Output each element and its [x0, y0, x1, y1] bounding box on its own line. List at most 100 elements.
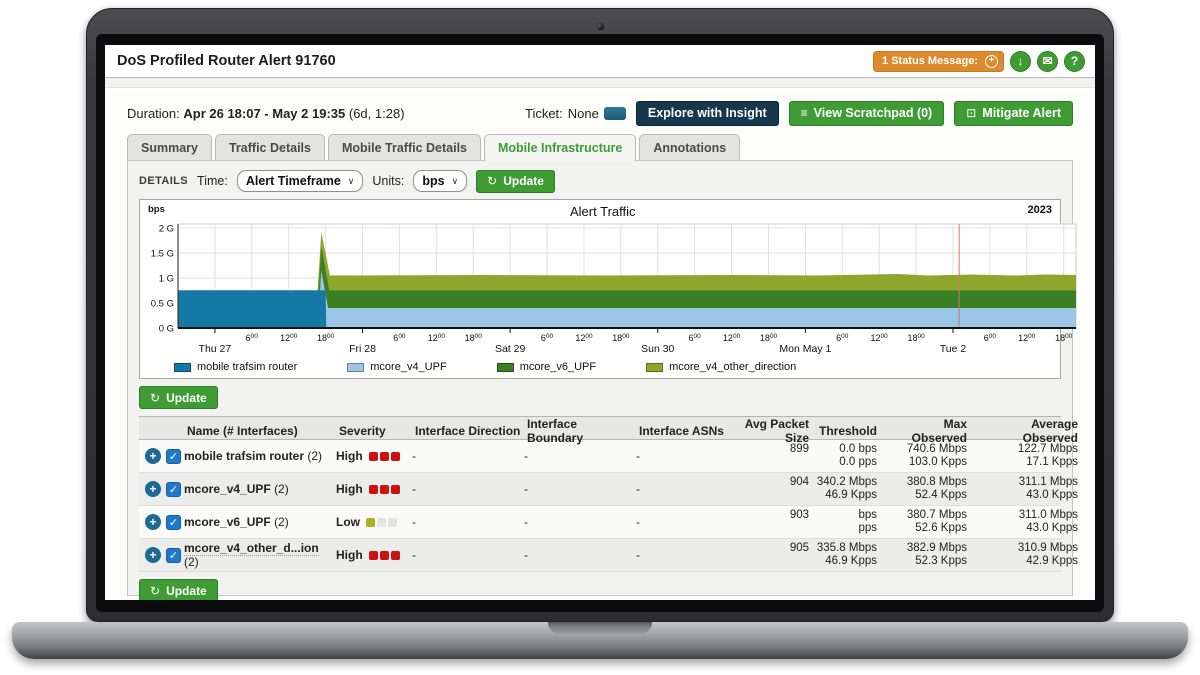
interface-count: (2) [274, 515, 289, 529]
severity-dot [379, 550, 389, 560]
interface-name[interactable]: mcore_v6_UPF [184, 515, 271, 529]
tab-panel: DETAILS Time: Alert Timeframe ∨ Units: b… [127, 160, 1078, 600]
column-header: Severity [339, 424, 386, 438]
row-checkbox[interactable]: ✓ [166, 448, 181, 464]
update-button-middle[interactable]: ↻ Update [139, 386, 218, 409]
interface-name[interactable]: mcore_v4_UPF [184, 482, 271, 496]
laptop-base-notch [548, 622, 652, 634]
direction-cell: - [412, 482, 416, 496]
severity-dot [377, 517, 386, 527]
average-observed-cell-line: 43.0 Kpps [1026, 522, 1078, 534]
page-body: Duration: Apr 26 18:07 - May 2 19:35 (6d… [105, 89, 1095, 600]
severity-dot [379, 451, 389, 461]
ticket-value: None [567, 105, 599, 121]
list-icon: ≡ [800, 106, 808, 120]
y-tick-label: 2 G [159, 224, 174, 235]
threshold-cell: bps pps [816, 509, 884, 535]
view-scratchpad-button[interactable]: ≡ View Scratchpad (0) [788, 100, 945, 126]
tab-summary[interactable]: Summary [127, 134, 212, 160]
asns-cell: - [636, 548, 640, 562]
threshold-cell-line: bps [858, 509, 877, 521]
email-button[interactable]: ✉ [1037, 50, 1058, 72]
max-observed-cell: 740.6 Mbps 103.0 Kpps [884, 443, 974, 469]
severity-label: High [336, 548, 363, 562]
legend-swatch-icon [174, 362, 191, 372]
max-observed-cell-line: 740.6 Mbps [906, 443, 967, 455]
area-series-mobile-trafsim-router [178, 290, 327, 328]
column-header: Threshold [819, 424, 878, 438]
update-button-bottom[interactable]: ↻ Update [139, 579, 218, 600]
chart-year-label: 2023 [1027, 204, 1052, 216]
ticket-edit-icon[interactable] [603, 106, 626, 120]
severity-dots-icon [368, 484, 400, 494]
average-observed-cell: 310.9 Mbps 42.9 Kpps [974, 542, 1085, 568]
duration-text: Duration: Apr 26 18:07 - May 2 19:35 (6d… [127, 106, 405, 121]
row-checkbox[interactable]: ✓ [166, 481, 181, 497]
interface-name[interactable]: mcore_v4_other_d...ion [184, 541, 319, 556]
severity-dot [368, 550, 378, 560]
plus-icon[interactable]: + [985, 54, 998, 68]
chart-legend: mobile trafsim router mcore_v4_UPF mcore_v… [144, 359, 1056, 376]
page-title: DoS Profiled Router Alert 91760 [117, 53, 336, 69]
column-header: Average Observed [1022, 417, 1078, 445]
severity-cell: High [336, 548, 412, 562]
expand-row-button[interactable]: + [145, 547, 161, 563]
legend-swatch-icon [496, 362, 514, 372]
y-tick-label: 1.5 G [151, 249, 174, 260]
refresh-icon: ↻ [487, 174, 498, 188]
avg-packet-size-cell: 904 [734, 476, 816, 502]
legend-label: mobile trafsim router [197, 361, 298, 373]
severity-dot [390, 451, 400, 461]
tab-annotations[interactable]: Annotations [639, 134, 741, 160]
y-axis-unit-label: bps [148, 204, 165, 215]
update-button-top[interactable]: ↻ Update [476, 169, 555, 193]
max-observed-cell: 380.8 Mbps 52.4 Kpps [884, 476, 974, 502]
expand-row-button[interactable]: + [145, 514, 161, 530]
x-time-label: 1200 [280, 333, 298, 343]
max-observed-cell: 380.7 Mbps 52.6 Kpps [884, 509, 974, 535]
threshold-cell: 335.8 Mbps 46.9 Kpps [816, 542, 884, 568]
row-checkbox[interactable]: ✓ [166, 514, 181, 530]
x-time-label: 1800 [760, 333, 778, 343]
threshold-cell-line: pps [858, 522, 877, 534]
severity-label: High [336, 482, 363, 496]
average-observed-cell-line: 310.9 Mbps [1017, 542, 1078, 554]
titlebar-actions: 1 Status Message: + ↓ ✉ ? [873, 50, 1085, 72]
interface-name[interactable]: mobile trafsim router [184, 449, 305, 463]
max-observed-cell-line: 52.6 Kpps [915, 522, 967, 534]
time-select[interactable]: Alert Timeframe ∨ [236, 170, 364, 192]
status-message-button[interactable]: 1 Status Message: + [873, 50, 1004, 72]
explore-with-insight-button[interactable]: Explore with Insight [635, 100, 779, 126]
help-button[interactable]: ? [1064, 50, 1085, 72]
max-observed-cell: 382.9 Mbps 52.3 Kpps [884, 542, 974, 568]
time-label: Time: [197, 174, 228, 188]
refresh-icon: ↻ [150, 583, 161, 598]
x-time-label: 1800 [907, 333, 925, 343]
area-series-mcore_v6_UPF [316, 247, 1077, 328]
ticket-label: Ticket: [524, 105, 563, 121]
row-checkbox[interactable]: ✓ [166, 547, 181, 563]
average-observed-cell: 311.0 Mbps 43.0 Kpps [974, 509, 1085, 535]
tab-mobile-traffic-details[interactable]: Mobile Traffic Details [327, 134, 481, 160]
table-row: + ✓ mcore_v6_UPF (2) Low - - -903 bps pps 380.7 … [139, 506, 1078, 539]
x-time-label: 1200 [575, 333, 593, 343]
x-time-label: 1200 [723, 333, 741, 343]
y-tick-label: 0 G [159, 324, 174, 335]
tab-mobile-infrastructure[interactable]: Mobile Infrastructure [484, 134, 637, 161]
mitigate-alert-button[interactable]: ⊡ Mitigate Alert [954, 100, 1073, 126]
tab-traffic-details[interactable]: Traffic Details [214, 134, 325, 160]
download-button[interactable]: ↓ [1010, 50, 1031, 72]
severity-dots-icon [368, 550, 400, 560]
x-day-label: Sat 29 [495, 343, 526, 354]
row-controls: + ✓ [139, 448, 184, 464]
expand-row-button[interactable]: + [145, 481, 161, 497]
severity-dot [366, 517, 375, 527]
x-time-label: 600 [246, 333, 259, 343]
units-select[interactable]: bps ∨ [413, 170, 468, 192]
avg-packet-size-cell: 903 [734, 509, 816, 535]
webcam-icon [597, 23, 604, 30]
status-message-label: 1 Status Message: [882, 55, 978, 67]
severity-dots-icon [368, 451, 400, 461]
expand-row-button[interactable]: + [145, 448, 161, 464]
